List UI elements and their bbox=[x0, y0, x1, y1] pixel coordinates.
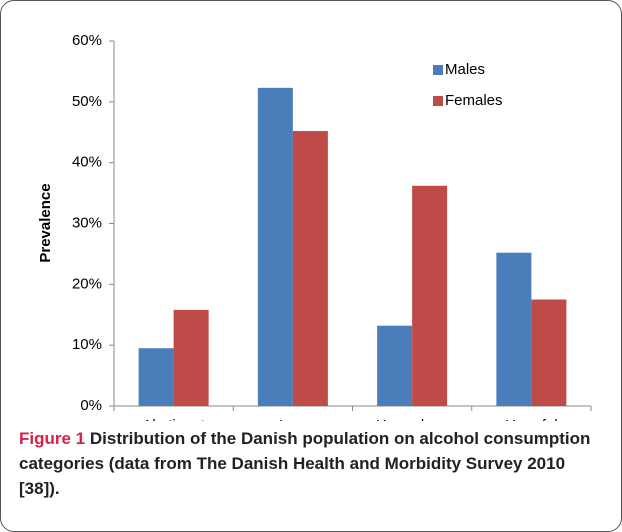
x-tick-label: Low bbox=[279, 417, 307, 421]
y-tick-label: 40% bbox=[72, 154, 102, 171]
y-axis-label: Prevalence bbox=[37, 183, 54, 262]
bar bbox=[531, 299, 567, 406]
bar bbox=[377, 325, 413, 406]
x-tick-label: Hazardous bbox=[376, 417, 449, 421]
y-tick-label: 10% bbox=[72, 336, 102, 353]
y-tick-label: 20% bbox=[72, 275, 102, 292]
chart: Prevalence 0% 10% 20% 30% 40% 50% 60% Abstinent… bbox=[37, 32, 592, 421]
legend-swatch bbox=[433, 96, 443, 106]
caption-label: Figure 1 bbox=[19, 429, 86, 448]
x-tick-label: Abstinent bbox=[142, 417, 205, 421]
bar bbox=[412, 185, 448, 406]
y-tick-label: 50% bbox=[72, 93, 102, 110]
bar bbox=[173, 309, 209, 406]
caption-text: Distribution of the Danish population on… bbox=[19, 429, 591, 498]
caption: Figure 1 Distribution of the Danish popu… bbox=[19, 426, 609, 501]
y-tick-label: 60% bbox=[72, 32, 102, 49]
legend-label: Males bbox=[445, 61, 485, 78]
y-tick-label: 0% bbox=[80, 397, 102, 414]
x-tick-label: Harmful bbox=[505, 417, 558, 421]
legend-swatch bbox=[433, 65, 443, 75]
bar bbox=[138, 348, 174, 406]
bar bbox=[257, 87, 293, 406]
y-tick-label: 30% bbox=[72, 214, 102, 231]
bar bbox=[292, 131, 328, 407]
bar bbox=[496, 252, 532, 406]
legend-label: Females bbox=[445, 92, 503, 109]
